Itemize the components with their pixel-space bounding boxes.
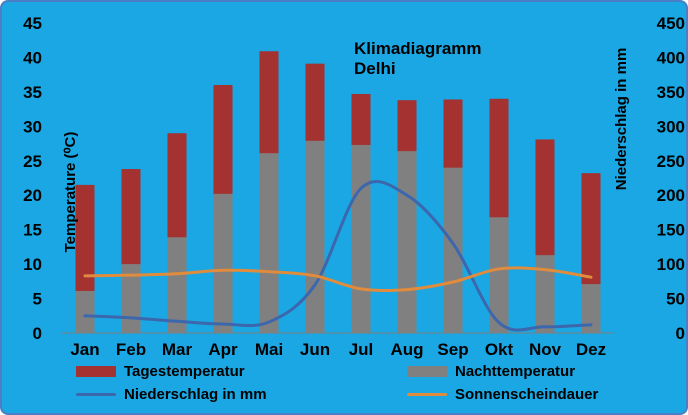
- x-tick-label-feb: Feb: [116, 340, 146, 359]
- y-axis-label-left: Temperature (⁰C): [62, 132, 79, 253]
- bar-nachttemperatur-okt: [489, 217, 509, 333]
- bar-nachttemperatur-sep: [443, 167, 463, 333]
- right-tick-label: 100: [657, 255, 685, 274]
- x-tick-label-dez: Dez: [576, 340, 606, 359]
- x-tick-label-okt: Okt: [485, 340, 514, 359]
- bar-nachttemperatur-nov: [535, 255, 555, 333]
- right-tick-label: 150: [657, 221, 685, 240]
- x-tick-label-jun: Jun: [300, 340, 330, 359]
- right-tick-label: 350: [657, 83, 685, 102]
- bar-group: [75, 51, 601, 334]
- left-tick-label: 45: [23, 14, 42, 33]
- x-tick-label-apr: Apr: [208, 340, 238, 359]
- line-niederschlag-in-mm: [83, 180, 593, 332]
- x-tick-label-jan: Jan: [70, 340, 99, 359]
- x-tick-label-aug: Aug: [390, 340, 423, 359]
- x-tick-label-sep: Sep: [437, 340, 468, 359]
- x-tick-label-nov: Nov: [529, 340, 562, 359]
- right-tick-label: 50: [666, 290, 685, 309]
- left-tick-label: 5: [33, 290, 42, 309]
- bar-nachttemperatur-jan: [75, 290, 95, 333]
- x-tick-label-jul: Jul: [349, 340, 374, 359]
- x-axis-ticks: Jan Feb Mar Apr Mai Jun Jul Aug Sep Okt Nov Dez: [70, 340, 606, 359]
- bar-nachttemperatur-dez: [581, 284, 601, 333]
- left-tick-label: 10: [23, 255, 42, 274]
- right-tick-label: 250: [657, 152, 685, 171]
- line-sonnenscheindauer: [83, 266, 593, 293]
- right-axis-ticks: 0 50 100 150 200 250 300 350 400 450: [657, 14, 685, 343]
- right-tick-label: 400: [657, 48, 685, 67]
- left-tick-label: 35: [23, 83, 42, 102]
- bar-nachttemperatur-aug: [397, 151, 417, 333]
- x-tick-label-mai: Mai: [255, 340, 283, 359]
- x-tick-label-mar: Mar: [162, 340, 193, 359]
- left-tick-label: 15: [23, 221, 42, 240]
- chart-title: Klimadiagramm: [354, 39, 482, 58]
- left-tick-label: 20: [23, 186, 42, 205]
- chart-subtitle: Delhi: [354, 59, 396, 78]
- y-axis-label-right: Niederschlag in mm: [613, 48, 630, 191]
- line-group: [83, 180, 593, 332]
- bar-nachttemperatur-jul: [351, 144, 371, 333]
- bar-nachttemperatur-feb: [121, 264, 141, 333]
- bar-nachttemperatur-apr: [213, 193, 233, 333]
- left-tick-label: 40: [23, 48, 42, 67]
- left-tick-label: 0: [33, 324, 42, 343]
- right-tick-label: 0: [676, 324, 685, 343]
- right-tick-label: 450: [657, 14, 685, 33]
- right-tick-label: 200: [657, 186, 685, 205]
- left-tick-label: 25: [23, 152, 42, 171]
- left-axis-ticks: 0 5 10 15 20 25 30 35 40 45: [23, 14, 42, 343]
- bar-nachttemperatur-mar: [167, 237, 187, 333]
- right-tick-label: 300: [657, 117, 685, 136]
- left-tick-label: 30: [23, 117, 42, 136]
- bar-nachttemperatur-jun: [305, 140, 325, 333]
- bar-nachttemperatur-mai: [259, 153, 279, 333]
